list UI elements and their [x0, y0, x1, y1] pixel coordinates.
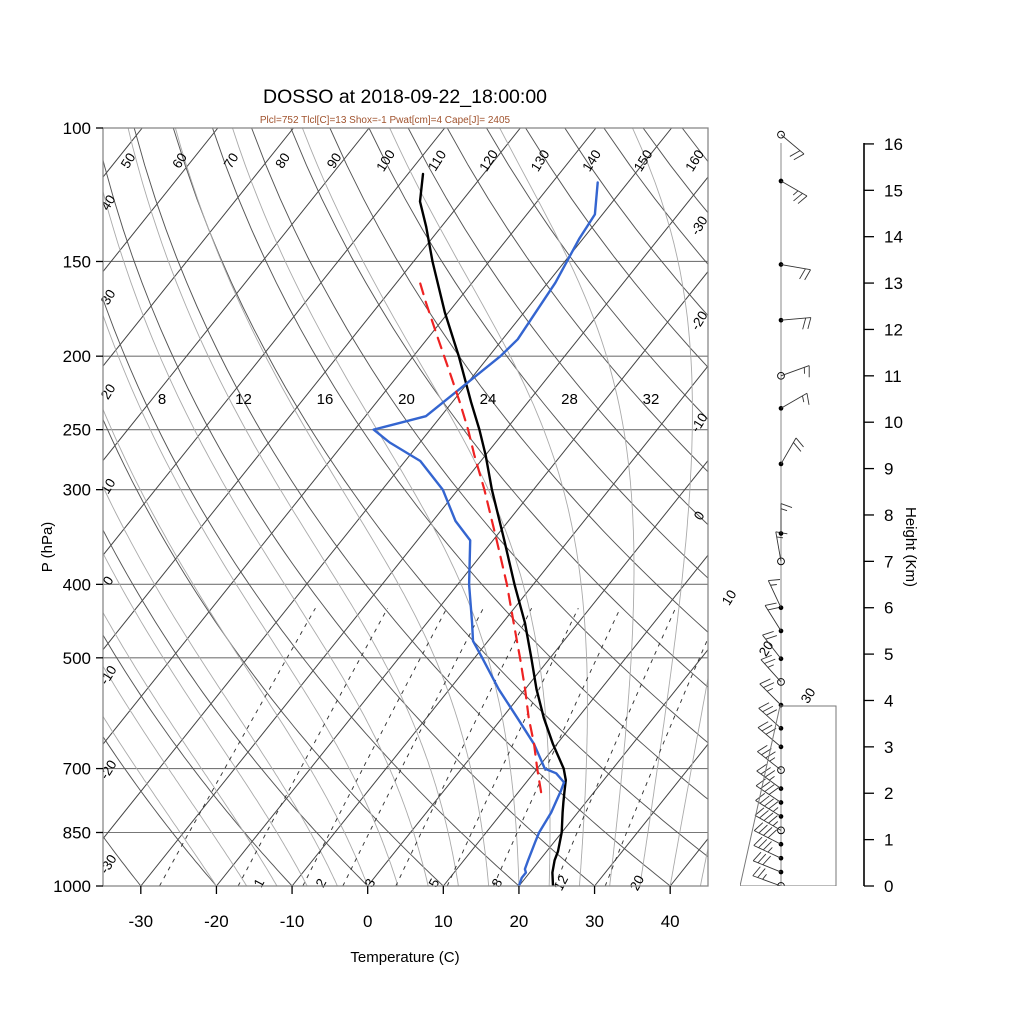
- pressure-axis-title: P (hPa): [39, 522, 56, 573]
- moist-adiabat-label: 24: [480, 391, 497, 408]
- pressure-tick-label: 500: [63, 649, 91, 668]
- moist-adiabat-label: 20: [398, 391, 415, 408]
- dry-adiabat-top-label: 70: [221, 150, 242, 171]
- pressure-tick-label: 400: [63, 575, 91, 594]
- height-tick-label: 11: [884, 367, 902, 386]
- height-tick-label: 13: [884, 274, 903, 293]
- height-tick-label: 16: [884, 135, 903, 154]
- temperature-axis-title: Temperature (C): [350, 949, 459, 966]
- wind-level-marker: [777, 826, 785, 835]
- height-tick-label: 10: [884, 413, 903, 432]
- moist-adiabat-label: 12: [235, 391, 252, 408]
- page-title: DOSSO at 2018-09-22_18:00:00: [263, 86, 547, 108]
- moist-adiabat-label: 32: [643, 391, 660, 408]
- height-tick-label: 8: [884, 506, 893, 525]
- isotach-label: 30: [798, 685, 819, 706]
- mixing-ratio-label: 20: [627, 873, 647, 893]
- temperature-tick-label: 40: [661, 912, 680, 931]
- pressure-tick-label: 100: [63, 119, 91, 138]
- mixing-ratio-label: 12: [551, 873, 571, 893]
- isotherm-right-label: 10: [719, 587, 740, 608]
- sounding-traces: [372, 172, 599, 886]
- temperature-tick-label: 30: [585, 912, 604, 931]
- height-tick-label: 7: [884, 552, 893, 571]
- wind-level-marker: [777, 130, 785, 139]
- temperature-tick-label: 20: [509, 912, 528, 931]
- skewt-gridlines: [103, 128, 708, 886]
- dry-adiabat-top-label: 80: [272, 150, 293, 171]
- moist-adiabat-label: 28: [561, 391, 578, 408]
- height-tick-label: 3: [884, 738, 893, 757]
- height-tick-label: 0: [884, 877, 893, 896]
- dry-adiabat-top-label: 60: [169, 150, 190, 171]
- moist-adiabat-label: 16: [317, 391, 334, 408]
- pressure-tick-label: 200: [63, 347, 91, 366]
- isotach-label: 20: [756, 638, 777, 659]
- pressure-tick-label: 300: [63, 481, 91, 500]
- trace-temperature: [418, 172, 567, 886]
- wind-level-marker: [777, 371, 785, 380]
- temperature-tick-label: -20: [204, 912, 229, 931]
- pressure-tick-label: 700: [63, 760, 91, 779]
- height-tick-label: 9: [884, 460, 893, 479]
- dry-adiabat-top-label: 50: [118, 150, 139, 171]
- pressure-tick-label: 250: [63, 421, 91, 440]
- plot-frame: [102, 127, 709, 887]
- wind-level-marker: [777, 766, 785, 774]
- height-tick-label: 6: [884, 599, 893, 618]
- pressure-tick-label: 1000: [53, 877, 91, 896]
- height-tick-label: 12: [884, 320, 903, 339]
- height-tick-label: 15: [884, 181, 903, 200]
- temperature-tick-label: -30: [129, 912, 154, 931]
- temperature-axis: -30 -20 -10 0 10 20 30 40: [129, 886, 680, 931]
- wind-barb-box: [740, 705, 837, 886]
- pressure-axis: 100 150 200 250 300 400 500 700 850 1000: [53, 119, 103, 896]
- wind-level-marker: [777, 557, 785, 566]
- height-tick-label: 5: [884, 645, 893, 664]
- pressure-tick-label: 850: [63, 823, 91, 842]
- trace-parcel: [417, 277, 543, 794]
- height-tick-label: 2: [884, 784, 893, 803]
- trace-dewpoint: [372, 181, 599, 886]
- pressure-tick-label: 150: [63, 252, 91, 271]
- height-tick-label: 4: [884, 691, 893, 710]
- stability-indices-subtitle: Plcl=752 Tlcl[C]=13 Shox=-1 Pwat[cm]=4 C…: [260, 115, 511, 126]
- height-tick-label: 1: [884, 831, 893, 850]
- temperature-tick-label: -10: [280, 912, 305, 931]
- temperature-tick-label: 10: [434, 912, 453, 931]
- moist-adiabat-label: 8: [158, 391, 166, 408]
- height-tick-label: 14: [884, 228, 903, 247]
- wind-barb-column: [740, 130, 837, 886]
- height-axis-title: Height (Km): [902, 507, 919, 587]
- dry-adiabat-top-label: 90: [324, 150, 345, 171]
- wind-level-marker: [777, 678, 785, 686]
- temperature-tick-label: 0: [363, 912, 372, 931]
